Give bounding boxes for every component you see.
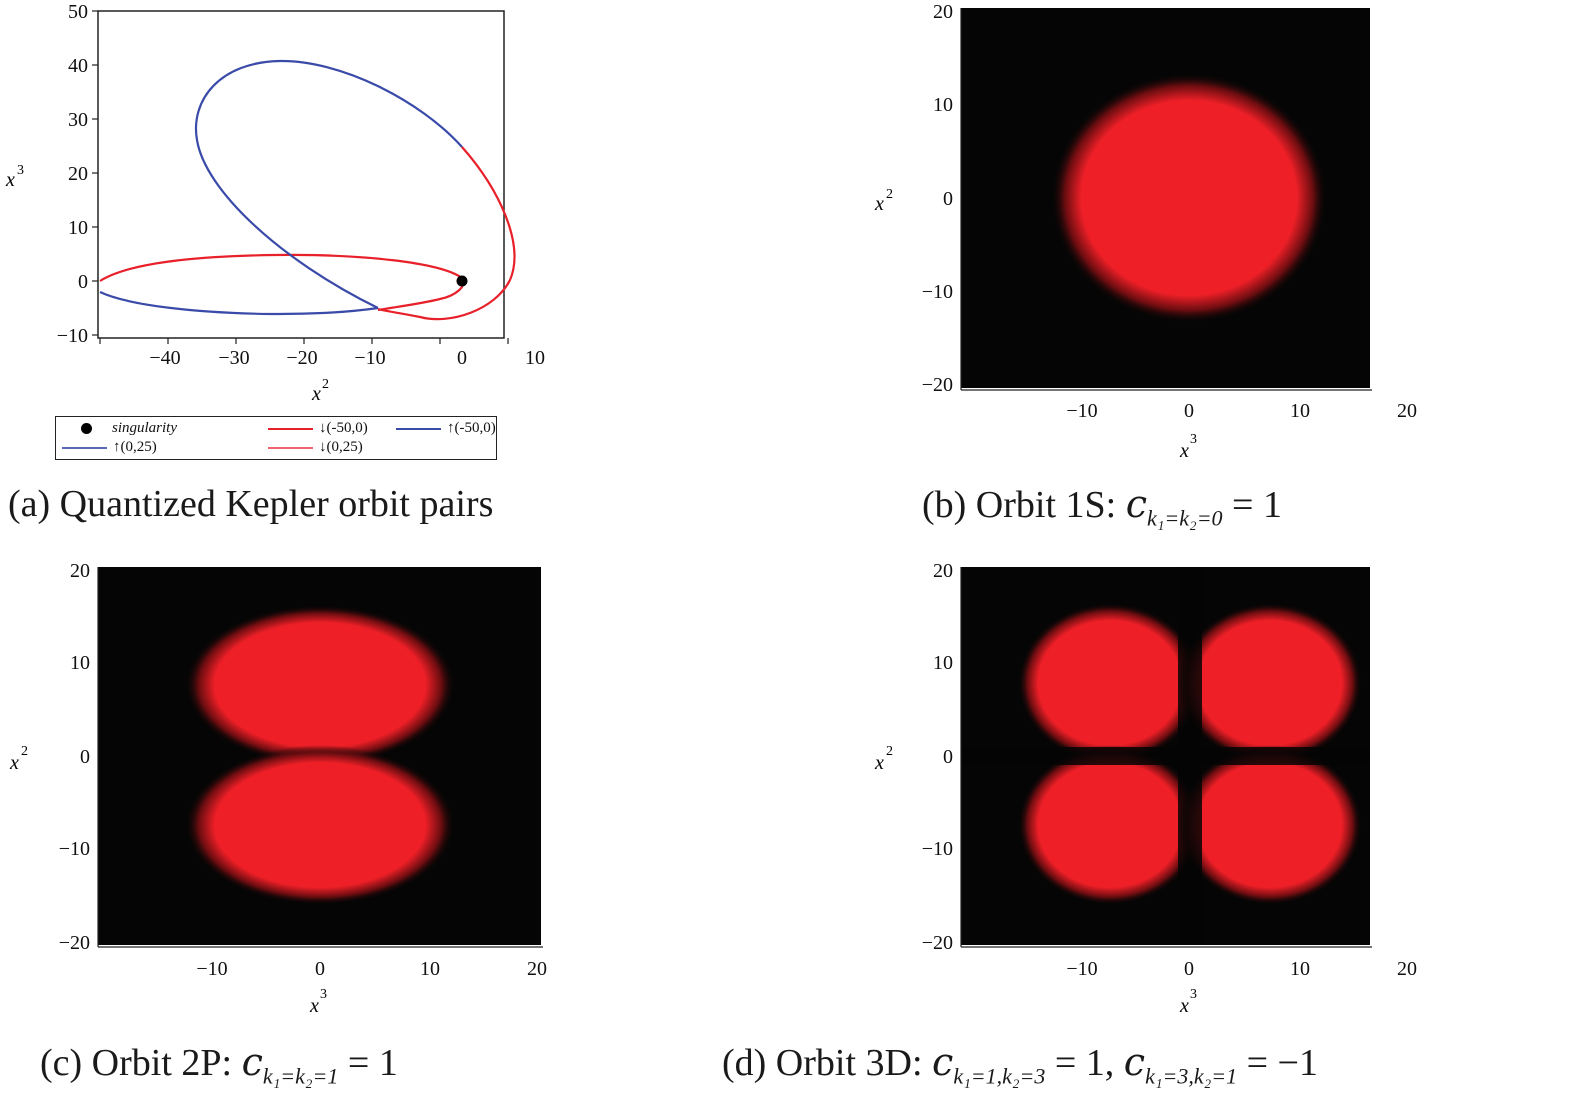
- svg-text:−10: −10: [57, 325, 88, 347]
- singularity-marker: [456, 275, 468, 287]
- svg-text:3: 3: [1190, 432, 1197, 447]
- svg-text:−10: −10: [1066, 400, 1097, 422]
- legend-item-up-0-25: ↑(0,25): [62, 439, 157, 456]
- svg-text:−10: −10: [354, 347, 385, 369]
- svg-text:x: x: [1179, 995, 1189, 1015]
- svg-text:2: 2: [886, 187, 893, 202]
- legend-item-down-m50-0: ↓(-50,0): [268, 420, 368, 437]
- x-axis-title: x: [311, 383, 321, 405]
- svg-text:−10: −10: [922, 838, 953, 860]
- svg-text:2: 2: [322, 377, 329, 392]
- svg-text:3: 3: [17, 163, 24, 178]
- svg-text:−30: −30: [218, 347, 249, 369]
- caption-d: (d) Orbit 3D: ck₁=1,k₂=3 = 1, ck₁=3,k₂=1…: [722, 1040, 1318, 1089]
- svg-text:10: 10: [70, 652, 90, 674]
- svg-text:10: 10: [420, 958, 440, 980]
- svg-text:−10: −10: [1066, 958, 1097, 980]
- svg-text:10: 10: [933, 94, 953, 116]
- curve-down-0-25: [377, 146, 516, 321]
- svg-text:10: 10: [525, 347, 545, 369]
- svg-text:x: x: [1179, 440, 1189, 462]
- blue-line-icon: [62, 446, 107, 449]
- svg-text:20: 20: [70, 560, 90, 582]
- svg-text:0: 0: [315, 958, 325, 980]
- svg-text:20: 20: [527, 958, 547, 980]
- svg-text:20: 20: [933, 1, 953, 23]
- svg-text:20: 20: [1397, 400, 1417, 422]
- svg-text:10: 10: [1290, 958, 1310, 980]
- svg-text:−20: −20: [59, 932, 90, 954]
- x-axis-labels: −40 −30 −20 −10 0 10: [149, 347, 545, 369]
- svg-text:0: 0: [1184, 400, 1194, 422]
- curve-up-m50-0: [99, 291, 379, 316]
- curve-down-m50-0: [99, 253, 465, 312]
- svg-text:20: 20: [933, 560, 953, 582]
- caption-a: (a) Quantized Kepler orbit pairs: [8, 483, 494, 525]
- legend-item-down-0-25: ↓(0,25): [268, 439, 363, 456]
- svg-text:0: 0: [943, 746, 953, 768]
- svg-text:10: 10: [1290, 400, 1310, 422]
- caption-c: (c) Orbit 2P: ck₁=k₂=1 = 1: [40, 1040, 398, 1089]
- curve-up-0-25: [194, 59, 463, 309]
- svg-text:20: 20: [1397, 958, 1417, 980]
- legend-item-singularity: singularity: [81, 420, 177, 437]
- svg-text:0: 0: [457, 347, 467, 369]
- legend-item-up-m50-0: ↑(-50,0): [396, 420, 496, 437]
- svg-text:x: x: [309, 995, 319, 1015]
- svg-text:0: 0: [78, 271, 88, 293]
- svg-text:−10: −10: [59, 838, 90, 860]
- caption-b: (b) Orbit 1S: ck₁=k₂=0 = 1: [922, 482, 1282, 531]
- red-line-icon: [268, 446, 313, 449]
- svg-text:0: 0: [80, 746, 90, 768]
- y-axis-labels: 50 40 30 20 10 0 −10: [57, 1, 88, 347]
- svg-text:30: 30: [68, 109, 88, 131]
- svg-text:−40: −40: [149, 347, 180, 369]
- svg-text:0: 0: [943, 188, 953, 210]
- svg-text:x: x: [874, 193, 884, 215]
- blue-line-icon: [396, 427, 441, 430]
- svg-text:3: 3: [1190, 987, 1197, 1002]
- svg-text:−10: −10: [196, 958, 227, 980]
- svg-text:0: 0: [1184, 958, 1194, 980]
- y-axis-ticks: [92, 10, 98, 336]
- red-line-icon: [268, 427, 313, 430]
- orbit-legend: singularity ↓(-50,0) ↑(-50,0) ↑(0,25) ↓(…: [55, 416, 497, 460]
- svg-text:50: 50: [68, 1, 88, 23]
- svg-text:−10: −10: [922, 281, 953, 303]
- svg-text:10: 10: [933, 652, 953, 674]
- svg-text:10: 10: [68, 217, 88, 239]
- svg-text:40: 40: [68, 55, 88, 77]
- svg-text:x: x: [874, 752, 884, 774]
- panel-a-orbit-plot: 50 40 30 20 10 0 −10 −40 −30 −20 −10 0 10 x 2 x …: [0, 0, 560, 470]
- x-axis-ticks: [99, 338, 509, 344]
- y-axis-title: x: [5, 169, 15, 191]
- singularity-dot-icon: [81, 423, 92, 434]
- svg-text:3: 3: [320, 987, 327, 1002]
- svg-text:2: 2: [886, 744, 893, 759]
- svg-text:20: 20: [68, 163, 88, 185]
- svg-text:2: 2: [21, 744, 28, 759]
- svg-text:−20: −20: [286, 347, 317, 369]
- svg-text:x: x: [9, 752, 19, 774]
- svg-text:−20: −20: [922, 932, 953, 954]
- svg-text:−20: −20: [922, 374, 953, 396]
